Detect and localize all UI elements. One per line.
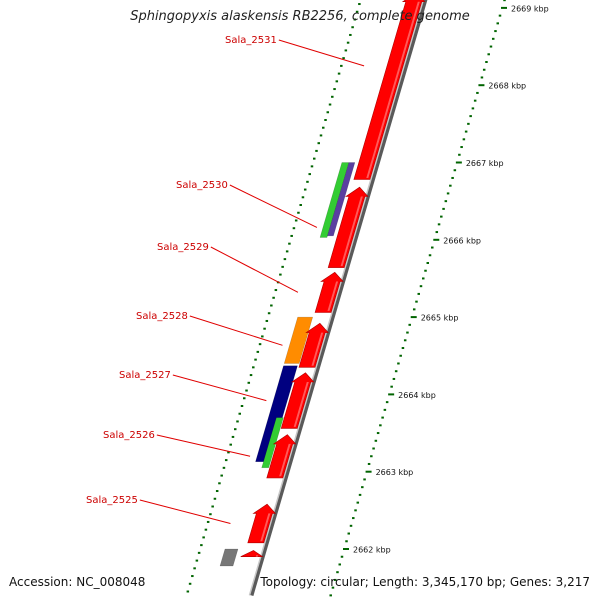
scale-label: 2667 kbp (466, 159, 504, 168)
gene-arrow-shine (340, 196, 363, 267)
accession-text: Accession: NC_008048 (9, 575, 146, 589)
gene-label-sala_2525: Sala_2525 (86, 495, 138, 506)
scale-label: 2668 kbp (488, 82, 526, 91)
label-layer: Sala_2525 Sala_2526 Sala_2527 Sala_2528 Sala… (86, 35, 365, 524)
scale-label: 2663 kbp (376, 468, 414, 477)
gene-layer (240, 0, 426, 557)
gene-label-sala_2531: Sala_2531 (225, 35, 277, 46)
gene-arrow-shine (293, 382, 309, 427)
gene-leader-line (229, 184, 318, 228)
gene-leader-line (189, 315, 283, 346)
feature-layer (219, 162, 356, 567)
gene-arrow-sala_2525[interactable] (247, 503, 277, 544)
gene-arrow-sala_2524[interactable] (240, 550, 264, 557)
gene-arrow-shine (255, 555, 259, 557)
gene-label-sala_2527: Sala_2527 (119, 370, 171, 381)
backbone-layer (248, 0, 428, 596)
scale-label: 2662 kbp (353, 546, 391, 555)
gene-arrow-sala_2531[interactable] (353, 0, 426, 180)
gene-arrow-sala_2527[interactable] (280, 372, 315, 429)
gene-leader-line (156, 434, 251, 457)
backbone-line (249, 0, 428, 596)
gene-leader-line (278, 39, 365, 67)
gene-arrow-sala_2529[interactable] (314, 271, 344, 313)
topology-summary: Topology: circular; Length: 3,345,170 bp… (260, 575, 590, 589)
tick-layer: 2662 kbp 2663 kbp 2664 kbp 2665 kbp 2666 kbp… (186, 0, 549, 597)
scale-label: 2664 kbp (398, 391, 436, 400)
gene-arrow-shine (260, 513, 271, 542)
feature-green-lower (261, 417, 284, 469)
gene-arrow-sala_2530[interactable] (327, 186, 369, 268)
scale-label: 2669 kbp (511, 4, 549, 13)
gene-arrow-shine (327, 281, 339, 311)
gene-arrow-shine (311, 332, 324, 366)
gene-leader-line (172, 374, 267, 402)
scale-label: 2665 kbp (421, 314, 459, 323)
feature-orange (283, 316, 314, 364)
gene-arrow-sala_2528[interactable] (298, 322, 329, 368)
gene-label-sala_2529: Sala_2529 (157, 242, 209, 253)
backbone-highlight (248, 0, 425, 596)
feature-purple (327, 162, 356, 237)
gene-arrow-shine (279, 443, 291, 477)
gene-leader-line (139, 499, 231, 524)
gene-label-sala_2526: Sala_2526 (103, 430, 155, 441)
scale-label: 2666 kbp (443, 236, 481, 245)
map-title: Sphingopyxis alaskensis RB2256, complete… (130, 9, 470, 24)
gene-arrow-sala_2526[interactable] (266, 434, 297, 479)
gene-label-sala_2530: Sala_2530 (176, 180, 228, 191)
gene-label-sala_2528: Sala_2528 (136, 311, 188, 322)
feature-grey (219, 548, 239, 567)
gene-arrow-shine (366, 1, 420, 179)
gene-leader-line (210, 246, 299, 293)
